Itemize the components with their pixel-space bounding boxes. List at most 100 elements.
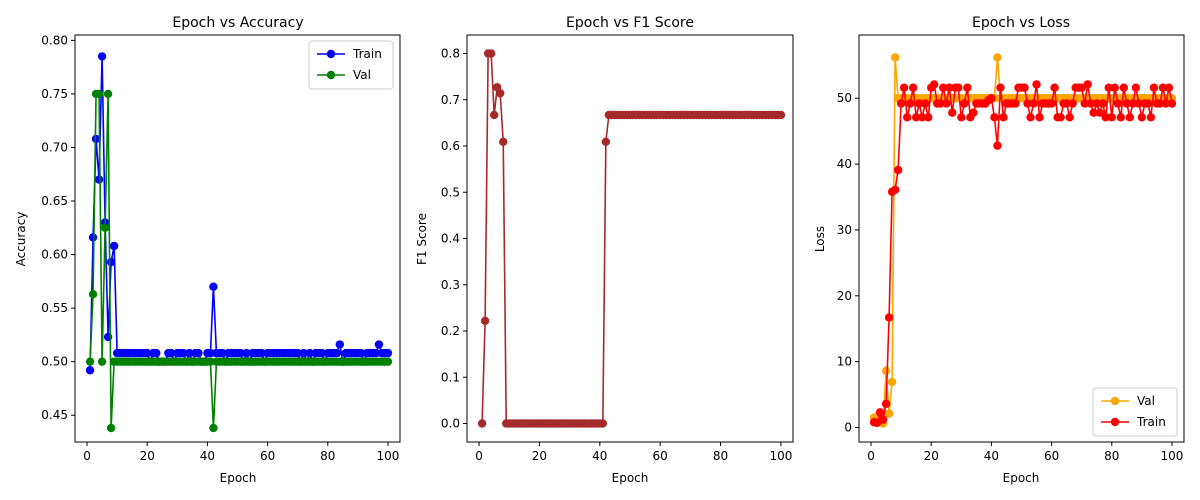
loss-chart-title: Epoch vs Loss xyxy=(972,15,1070,31)
loss-axes-frame xyxy=(858,34,1185,443)
accuracy-series-train-point xyxy=(335,340,345,349)
loss-series-train-point xyxy=(960,99,969,108)
loss-legend-train-marker xyxy=(1110,417,1120,427)
loss-series-train-point xyxy=(924,113,933,122)
loss-series-train-point xyxy=(1110,83,1119,92)
f1-series-main-point xyxy=(499,137,508,147)
accuracy-series-train-point xyxy=(85,366,95,375)
loss-series-train-point xyxy=(1137,113,1147,122)
accuracy-series-val-point xyxy=(209,423,218,433)
accuracy-y-tick-label: 0.75 xyxy=(41,87,68,101)
accuracy-series-val-point xyxy=(85,357,95,366)
loss-series-val-point xyxy=(881,366,891,376)
f1-y-tick-label: 0.7 xyxy=(441,93,460,107)
loss-y-tick-label: 30 xyxy=(837,223,852,237)
loss-y-tick-label: 50 xyxy=(837,91,852,105)
accuracy-y-tick-label: 0.70 xyxy=(41,140,68,154)
accuracy-series-val-point xyxy=(103,89,113,99)
f1-x-tick-label: 20 xyxy=(532,449,547,463)
loss-x-tick-label: 40 xyxy=(984,449,999,463)
accuracy-series-train-point xyxy=(383,348,393,358)
loss-series-val-point xyxy=(884,409,894,418)
f1-y-tick-label: 0.5 xyxy=(441,185,460,199)
loss-series-train-point xyxy=(1143,99,1153,108)
f1-chart-title: Epoch vs F1 Score xyxy=(566,15,694,31)
f1-y-tick-label: 0.4 xyxy=(441,232,460,246)
loss-series-train-point xyxy=(1020,83,1029,92)
loss-legend-val-marker xyxy=(1110,396,1120,406)
loss-legend: Val Train xyxy=(1092,387,1178,437)
f1-series-main-point xyxy=(776,110,786,120)
accuracy-axes-frame xyxy=(74,34,401,443)
loss-x-tick-label: 0 xyxy=(867,449,875,463)
accuracy-series-train-point xyxy=(257,348,266,358)
loss-series-train-point xyxy=(899,83,909,92)
loss-series-train-point xyxy=(1107,113,1116,122)
loss-series-train-point xyxy=(1026,113,1035,122)
f1-y-axis-label: F1 Score xyxy=(415,213,429,265)
accuracy-series-train-point xyxy=(374,340,384,349)
loss-series-train-point xyxy=(1167,99,1177,108)
loss-series-train-point xyxy=(1023,99,1032,108)
loss-series-train-point xyxy=(1056,113,1065,122)
loss-series-train-point xyxy=(1011,99,1020,108)
accuracy-series-train-point xyxy=(143,348,152,358)
accuracy-series-train-point xyxy=(109,241,119,251)
loss-y-axis-label: Loss xyxy=(813,226,827,252)
accuracy-y-tick-label: 0.50 xyxy=(41,355,68,369)
loss-series-train-point xyxy=(954,83,963,92)
f1-series-main-point xyxy=(486,49,496,58)
f1-x-tick-label: 100 xyxy=(769,449,792,463)
accuracy-y-tick-label: 0.65 xyxy=(41,194,68,208)
loss-series-train-point xyxy=(878,415,888,424)
loss-series-train-point xyxy=(1155,99,1165,108)
loss-series-train-point xyxy=(911,113,921,122)
loss-series-train-point xyxy=(1128,99,1138,108)
loss-series-train-point xyxy=(987,94,996,103)
accuracy-series-train-point xyxy=(94,175,104,184)
accuracy-x-tick-label: 80 xyxy=(320,449,335,463)
accuracy-legend-train-marker xyxy=(326,49,336,59)
accuracy-series-val-point xyxy=(94,89,104,99)
loss-plot-area: 0 20 40 60 80 100 0 10 20 30 40 50 Val Train xyxy=(837,34,1185,463)
f1-y-tick-label: 0.2 xyxy=(441,324,460,338)
accuracy-series-train-point xyxy=(106,257,116,267)
loss-series-train-point xyxy=(948,108,957,117)
loss-series-train-point xyxy=(896,99,906,108)
accuracy-series-val-point xyxy=(383,357,393,366)
accuracy-series-train-point xyxy=(185,348,194,358)
f1-series-main-point xyxy=(480,316,490,326)
accuracy-series-train-point xyxy=(88,233,98,242)
f1-x-tick-label: 0 xyxy=(475,449,483,463)
accuracy-legend-train-label: Train xyxy=(352,47,382,61)
loss-y-tick-label: 0 xyxy=(844,421,852,435)
f1-plot-area: 0 20 40 60 80 100 0.0 0.1 0.2 0.3 0.4 0.5 0.6 0.7 0.8 xyxy=(441,34,794,463)
loss-series-train-point xyxy=(914,99,924,108)
accuracy-series-train-point xyxy=(97,52,107,61)
loss-series-train-point xyxy=(893,165,903,175)
accuracy-x-tick-label: 100 xyxy=(377,449,400,463)
loss-x-tick-label: 80 xyxy=(1104,449,1119,463)
f1-y-tick-label: 0.3 xyxy=(441,278,460,292)
loss-series-train-point xyxy=(884,313,894,322)
loss-series-train-point xyxy=(1050,83,1059,92)
accuracy-x-tick-label: 20 xyxy=(140,449,155,463)
loss-x-tick-label: 100 xyxy=(1161,449,1184,463)
accuracy-x-tick-label: 0 xyxy=(83,449,91,463)
loss-x-axis-label: Epoch xyxy=(1003,471,1040,485)
accuracy-x-axis-label: Epoch xyxy=(220,471,257,485)
accuracy-series-val-point xyxy=(88,289,98,299)
loss-series-train-point xyxy=(1062,99,1071,108)
f1-x-tick-label: 80 xyxy=(713,449,728,463)
accuracy-panel: Epoch vs Accuracy Epoch Accuracy 0 20 40 60… xyxy=(14,15,401,485)
loss-series-train-point xyxy=(1098,99,1107,108)
accuracy-series-train-point xyxy=(332,348,342,358)
accuracy-series-train-point xyxy=(293,348,302,358)
f1-y-tick-label: 0.6 xyxy=(441,139,460,153)
accuracy-series-group xyxy=(85,52,393,433)
f1-series-main-point xyxy=(601,137,611,147)
loss-series-train-point xyxy=(1134,99,1144,108)
loss-series-train-point xyxy=(1164,83,1174,92)
f1-panel: Epoch vs F1 Score Epoch F1 Score 0 20 40 60… xyxy=(415,15,794,485)
f1-series-group xyxy=(477,49,786,428)
